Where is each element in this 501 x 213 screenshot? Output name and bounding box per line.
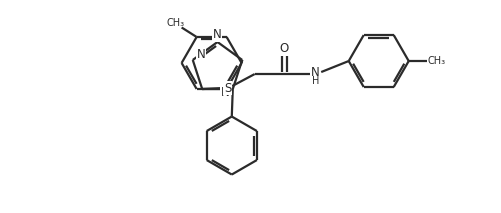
Text: CH₃: CH₃ [166,18,184,28]
Text: N: N [212,29,221,42]
Text: S: S [224,82,231,95]
Text: CH₃: CH₃ [428,56,446,66]
Text: H: H [312,76,319,86]
Text: N: N [311,66,320,79]
Text: N: N [196,49,205,62]
Text: N: N [220,86,229,99]
Text: O: O [280,42,289,55]
